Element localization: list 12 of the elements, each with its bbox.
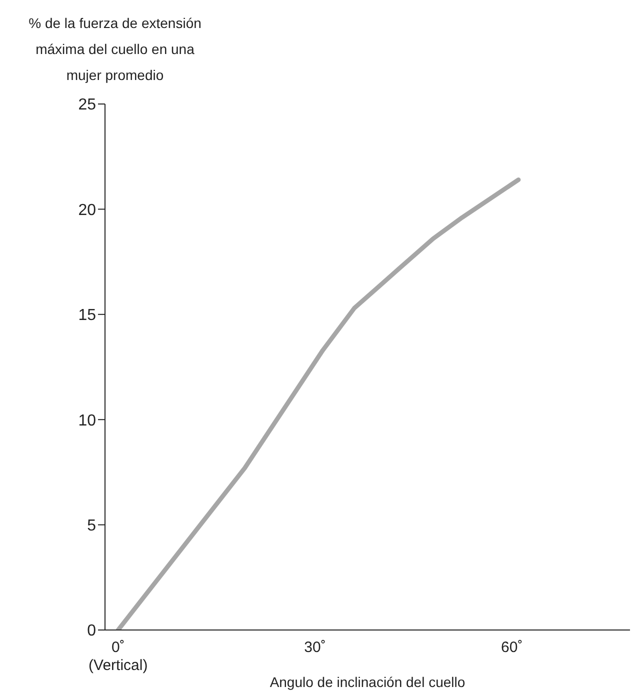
line-series — [116, 177, 521, 630]
x-tick-label: 60˚ — [501, 639, 523, 656]
x-tick-label: 30˚ — [304, 639, 326, 656]
x-axis-title: Angulo de inclinación del cuello — [270, 674, 466, 690]
x-tick-label: 0˚ (Vertical) — [88, 639, 148, 674]
y-tick-label: 25 — [78, 96, 96, 114]
y-tick-label: 10 — [78, 412, 96, 430]
y-axis-title: % de la fuerza de extensión máxima del cuello en una mujer promedio — [28, 14, 202, 85]
y-tick-label: 15 — [78, 307, 96, 324]
y-tick-label: 0 — [87, 622, 96, 640]
y-tick-label: 5 — [87, 517, 96, 534]
y-tick-label: 20 — [78, 202, 96, 219]
